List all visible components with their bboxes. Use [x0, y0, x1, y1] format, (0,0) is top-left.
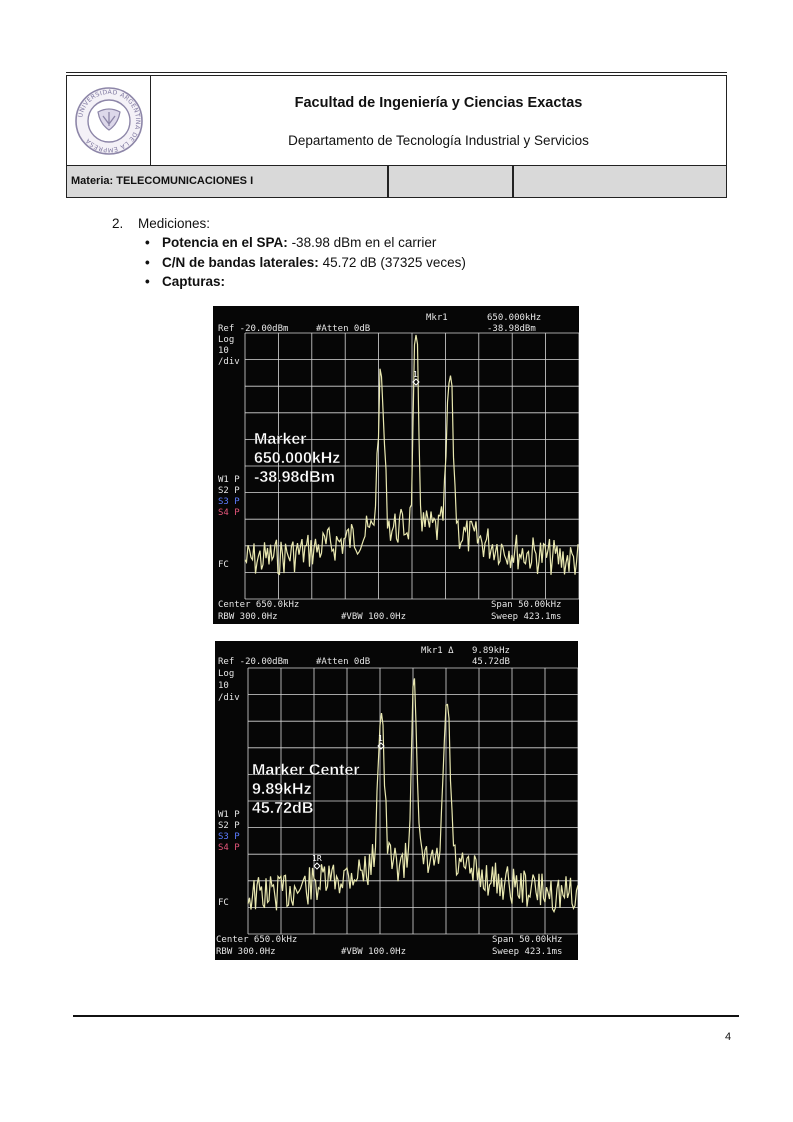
header-title-cell: Facultad de Ingeniería y Ciencias Exacta… — [151, 76, 726, 165]
subject-row: Materia: TELECOMUNICACIONES I — [67, 165, 726, 197]
sweep-time: Sweep 423.1ms — [491, 612, 561, 622]
rbw: RBW 300.0Hz — [216, 947, 276, 957]
center-frequency: Center 650.0kHz — [218, 600, 299, 610]
attenuation: #Atten 0dB — [316, 324, 370, 334]
spectrum-trace — [247, 678, 578, 914]
ref-level: Ref -20.00dBm — [218, 324, 288, 334]
spectrum-capture-2: Ref -20.00dBm #Atten 0dB Mkr1 Δ 9.89kHz … — [215, 641, 578, 960]
marker-overlay: Marker Center 9.89kHz 45.72dB — [252, 762, 360, 817]
trace-s3: S3 P — [218, 497, 240, 507]
section-heading: 2. Mediciones: — [112, 214, 210, 234]
trace-s3: S3 P — [218, 832, 240, 842]
scale-unit: /div — [218, 693, 240, 703]
center-frequency: Center 650.0kHz — [216, 935, 297, 945]
trace-w1: W1 P — [218, 810, 240, 820]
span: Span 50.00kHz — [491, 600, 561, 610]
footer-rule — [73, 1015, 739, 1017]
section-number: 2. — [112, 216, 124, 231]
scale-unit: /div — [218, 357, 240, 367]
spectrum-trace — [244, 334, 579, 576]
trace-w1: W1 P — [218, 475, 240, 485]
list-item: Potencia en el SPA: -38.98 dBm en el car… — [145, 233, 466, 253]
marker-delta-level: 45.72dB — [472, 657, 510, 667]
spectrum-screen: Ref -20.00dBm #Atten 0dB Mkr1 650.000kHz… — [213, 306, 579, 624]
overlay-frequency: 9.89kHz — [252, 781, 312, 798]
university-seal-icon: UNIVERSIDAD ARGENTINA DE LA EMPRESA — [74, 86, 143, 155]
trace-s2: S2 P — [218, 821, 240, 831]
span: Span 50.00kHz — [492, 935, 562, 945]
marker-diamond-icon: 1 — [377, 734, 385, 750]
fc-indicator: FC — [218, 898, 229, 908]
section-title: Mediciones: — [138, 216, 211, 231]
marker-frequency: 650.000kHz — [487, 313, 541, 323]
bullet-value: -38.98 dBm en el carrier — [291, 235, 437, 250]
marker-label: Mkr1 — [426, 313, 448, 323]
overlay-title: Marker Center — [252, 762, 360, 779]
marker-overlay: Marker 650.000kHz -38.98dBm — [254, 431, 341, 486]
bullet-label: C/N de bandas laterales: — [162, 254, 319, 270]
cell-divider — [512, 166, 514, 197]
marker-level: -38.98dBm — [487, 324, 536, 334]
marker-diamond-icon: 1 — [412, 370, 420, 386]
grid — [247, 667, 578, 935]
reference-marker-diamond-icon: 1R — [312, 854, 322, 870]
sweep-time: Sweep 423.1ms — [492, 947, 562, 957]
overlay-frequency: 650.000kHz — [254, 450, 340, 467]
subject-label: Materia: TELECOMUNICACIONES I — [71, 175, 254, 187]
department-name: Departamento de Tecnología Industrial y … — [288, 133, 589, 148]
scale-value: 10 — [218, 681, 229, 691]
trace-s4: S4 P — [218, 508, 240, 518]
spectrum-capture-1: Ref -20.00dBm #Atten 0dB Mkr1 650.000kHz… — [213, 306, 579, 624]
trace-s4: S4 P — [218, 843, 240, 853]
scale-type: Log — [218, 669, 234, 679]
measurement-list: Potencia en el SPA: -38.98 dBm en el car… — [145, 233, 466, 292]
fc-indicator: FC — [218, 560, 229, 570]
marker-tag: 1 — [413, 370, 418, 379]
reference-marker-tag: 1R — [312, 854, 322, 863]
list-item: C/N de bandas laterales: 45.72 dB (37325… — [145, 253, 466, 273]
bullet-value: 45.72 dB (37325 veces) — [322, 254, 466, 270]
faculty-name: Facultad de Ingeniería y Ciencias Exacta… — [294, 95, 583, 111]
list-item: Capturas: — [145, 272, 466, 292]
rbw: RBW 300.0Hz — [218, 612, 278, 622]
page-number: 4 — [725, 1031, 732, 1043]
marker-delta-frequency: 9.89kHz — [472, 646, 510, 656]
marker-label: Mkr1 Δ — [421, 646, 454, 656]
marker-tag: 1 — [378, 734, 383, 743]
header-top-rule — [66, 72, 727, 73]
trace-s2: S2 P — [218, 486, 240, 496]
scale-value: 10 — [218, 346, 229, 356]
overlay-title: Marker — [254, 431, 306, 448]
overlay-level: -38.98dBm — [254, 469, 335, 486]
document-header: UNIVERSIDAD ARGENTINA DE LA EMPRESA Facu… — [66, 72, 727, 198]
overlay-level: 45.72dB — [252, 800, 313, 817]
vbw: #VBW 100.0Hz — [341, 947, 406, 957]
spectrum-screen: Ref -20.00dBm #Atten 0dB Mkr1 Δ 9.89kHz … — [215, 641, 578, 960]
university-logo: UNIVERSIDAD ARGENTINA DE LA EMPRESA — [67, 76, 151, 165]
scale-type: Log — [218, 335, 234, 345]
vbw: #VBW 100.0Hz — [341, 612, 406, 622]
bullet-label: Capturas: — [162, 274, 226, 289]
cell-divider — [387, 166, 389, 197]
ref-level: Ref -20.00dBm — [218, 657, 288, 667]
bullet-label: Potencia en el SPA: — [162, 235, 288, 250]
attenuation: #Atten 0dB — [316, 657, 370, 667]
